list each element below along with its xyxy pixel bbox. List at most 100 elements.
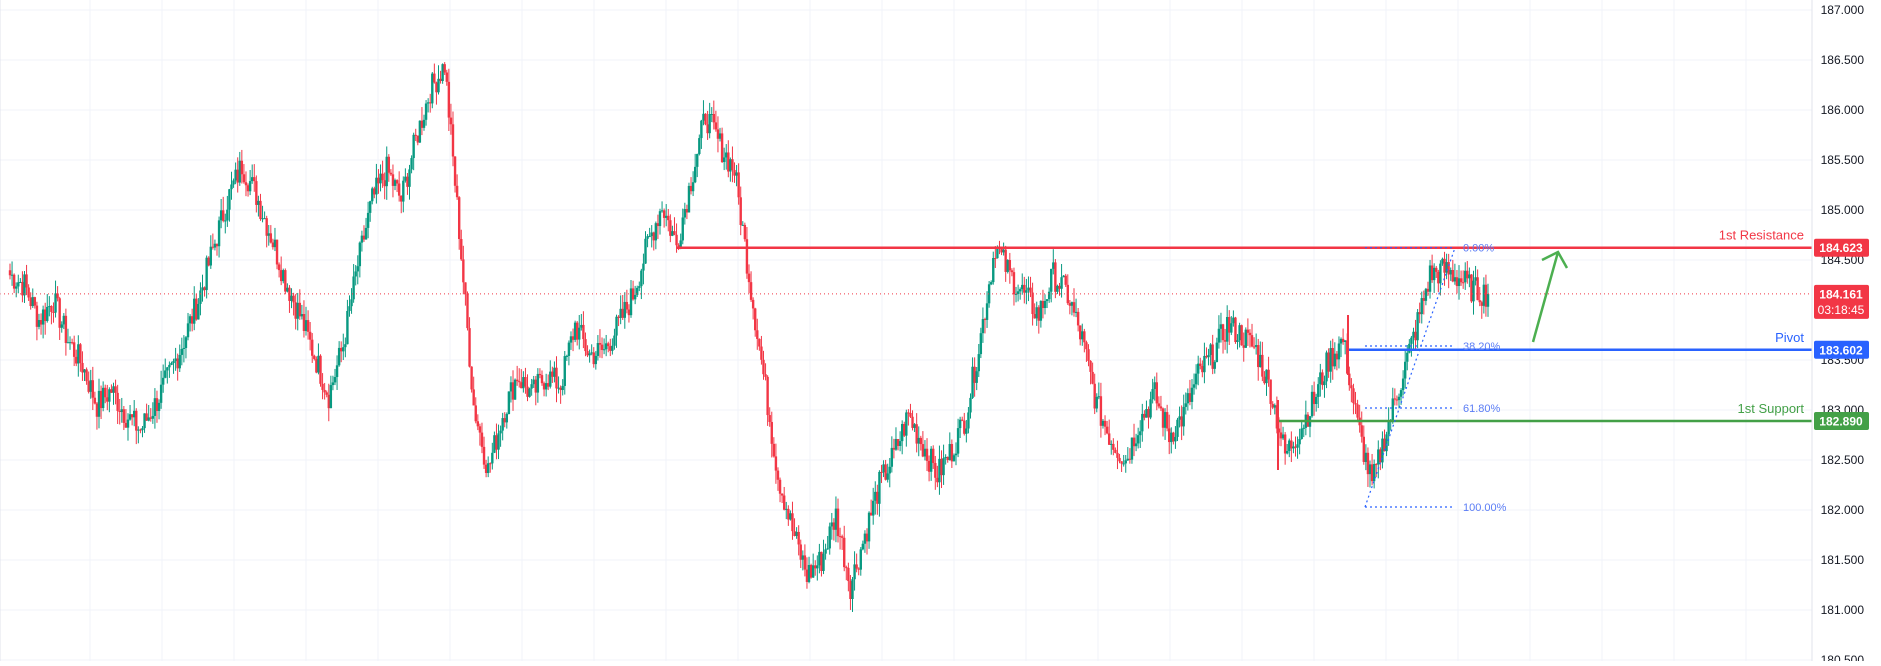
candle-down [1172,432,1175,442]
candle-down [79,344,82,363]
candle-up [147,417,150,421]
candle-up [1184,403,1187,407]
candle-down [116,392,119,411]
candle-down [907,412,910,414]
candle-down [387,156,391,173]
candle-down [222,210,225,221]
candle-up [23,274,26,296]
candle-down [462,259,465,283]
candle-up [544,383,548,390]
current-price-tag [1814,284,1869,319]
candle-down [39,320,43,325]
candle-up [217,220,221,247]
candle-up [493,435,496,453]
candle-up [348,306,351,311]
candle-up [1238,325,1241,341]
candle-down [880,471,883,473]
candle-up [335,365,339,378]
candle-down [195,298,198,320]
candle-up [66,342,70,344]
candle-up [1190,387,1194,402]
candle-down [652,232,655,241]
candle-down [677,245,680,248]
candle-up [441,64,444,81]
y-tick-label: 182.500 [1821,453,1865,467]
candle-up [1273,405,1276,408]
candle-down [472,389,475,406]
candle-down [1252,346,1256,348]
candle-down [1294,446,1297,448]
candle-down [1484,284,1488,307]
candle-down [909,412,912,417]
candle-up [604,343,608,350]
candle-down [1031,292,1034,315]
candle-up [230,184,233,190]
candle-down [373,188,376,195]
candle-up [188,316,192,324]
candle-up [693,166,697,183]
candle-up [1027,287,1030,291]
candle-down [298,302,302,317]
candle-up [41,309,45,325]
candle-up [83,369,86,373]
candle-down [87,381,90,392]
countdown-label: 03:18:45 [1818,303,1865,317]
candle-down [1356,404,1359,418]
candle-up [213,243,217,248]
candle-up [89,380,92,392]
candle-down [855,564,858,569]
candle-up [1453,277,1457,282]
candle-down [12,274,16,289]
candle-up [356,266,359,272]
candle-up [333,377,337,383]
candle-up [646,236,649,239]
candle-up [691,182,695,192]
candle-down [973,366,976,383]
candle-up [1368,464,1372,475]
candle-down [820,551,823,572]
candle-up [944,456,947,459]
candle-up [702,113,705,121]
candle-up [826,548,829,550]
candle-up [1122,463,1125,465]
candle-up [402,180,405,202]
candle-up [133,410,136,418]
candle-up [615,316,618,336]
y-tick-label: 180.500 [1821,653,1865,661]
candle-up [1337,343,1341,360]
candle-down [847,567,850,582]
candle-down [489,463,492,465]
candle-up [981,319,985,334]
candle-down [1116,452,1119,458]
candle-down [176,358,179,369]
candle-up [1385,434,1388,452]
candle-down [921,444,925,457]
candle-down [325,392,328,395]
candle-up [789,513,792,520]
candle-up [565,355,569,357]
candle-up [286,287,289,292]
candle-down [35,305,39,327]
candle-down [582,324,585,340]
candle-up [725,152,728,158]
candle-down [803,555,807,570]
candle-down [743,224,747,240]
candle-up [226,209,229,221]
candle-up [1081,331,1084,340]
candle-up [741,224,744,226]
candle-up [1420,298,1423,315]
candle-up [532,379,535,385]
candle-up [219,210,223,221]
candle-up [735,172,738,176]
candle-up [1259,354,1262,368]
y-tick-label: 186.500 [1821,53,1865,67]
candle-up [197,303,200,320]
candle-down [1072,302,1076,313]
candle-up [491,452,494,464]
candle-up [1317,384,1320,397]
candle-down [749,282,753,300]
candle-down [936,477,939,483]
candle-up [164,370,167,378]
